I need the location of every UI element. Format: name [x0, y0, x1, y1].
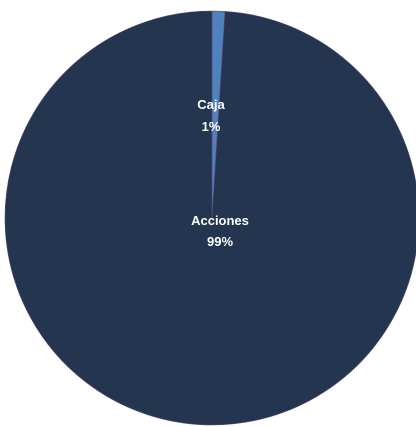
pie-slice-acciones: [4, 10, 416, 426]
slice-percent-acciones: 99%: [207, 234, 233, 249]
pie-slices: [4, 10, 416, 426]
slice-label-caja: Caja: [197, 97, 225, 112]
slice-label-acciones: Acciones: [191, 213, 249, 228]
data-label-acciones: Acciones 99%: [191, 213, 249, 249]
data-label-caja: Caja 1%: [197, 97, 225, 134]
slice-percent-caja: 1%: [202, 119, 221, 134]
